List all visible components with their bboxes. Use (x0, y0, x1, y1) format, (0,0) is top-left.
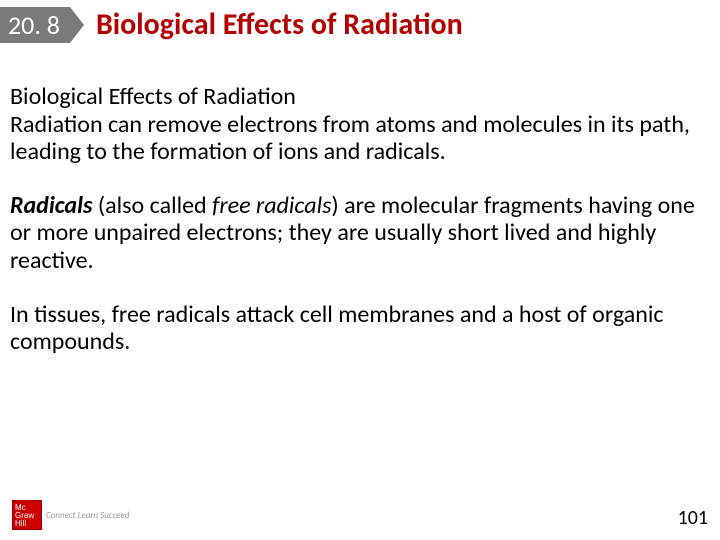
logo-tagline: Connect Learn Succeed (46, 511, 129, 520)
slide-content: Biological Effects of Radiation Radiatio… (0, 43, 720, 356)
publisher-logo: Mc Graw Hill Connect Learn Succeed (12, 500, 129, 530)
page-number: 101 (678, 506, 708, 530)
slide-footer: Mc Graw Hill Connect Learn Succeed 101 (12, 500, 708, 530)
section-title: Biological Effects of Radiation (96, 6, 463, 43)
term-radicals: Radicals (10, 191, 92, 220)
content-subheading: Biological Effects of Radiation (10, 83, 710, 111)
paragraph-3: In tissues, free radicals attack cell me… (10, 301, 710, 356)
section-number-text: 20. 8 (8, 9, 60, 41)
para2-text-a: (also called (92, 191, 212, 220)
paragraph-1: Radiation can remove electrons from atom… (10, 111, 710, 166)
paragraph-2: Radicals (also called free radicals) are… (10, 192, 710, 275)
logo-mark-icon: Mc Graw Hill (12, 500, 42, 530)
slide-header: 20. 8 Biological Effects of Radiation (0, 0, 720, 43)
term-free-radicals: free radicals (212, 191, 331, 220)
section-number-badge: 20. 8 (0, 7, 70, 43)
